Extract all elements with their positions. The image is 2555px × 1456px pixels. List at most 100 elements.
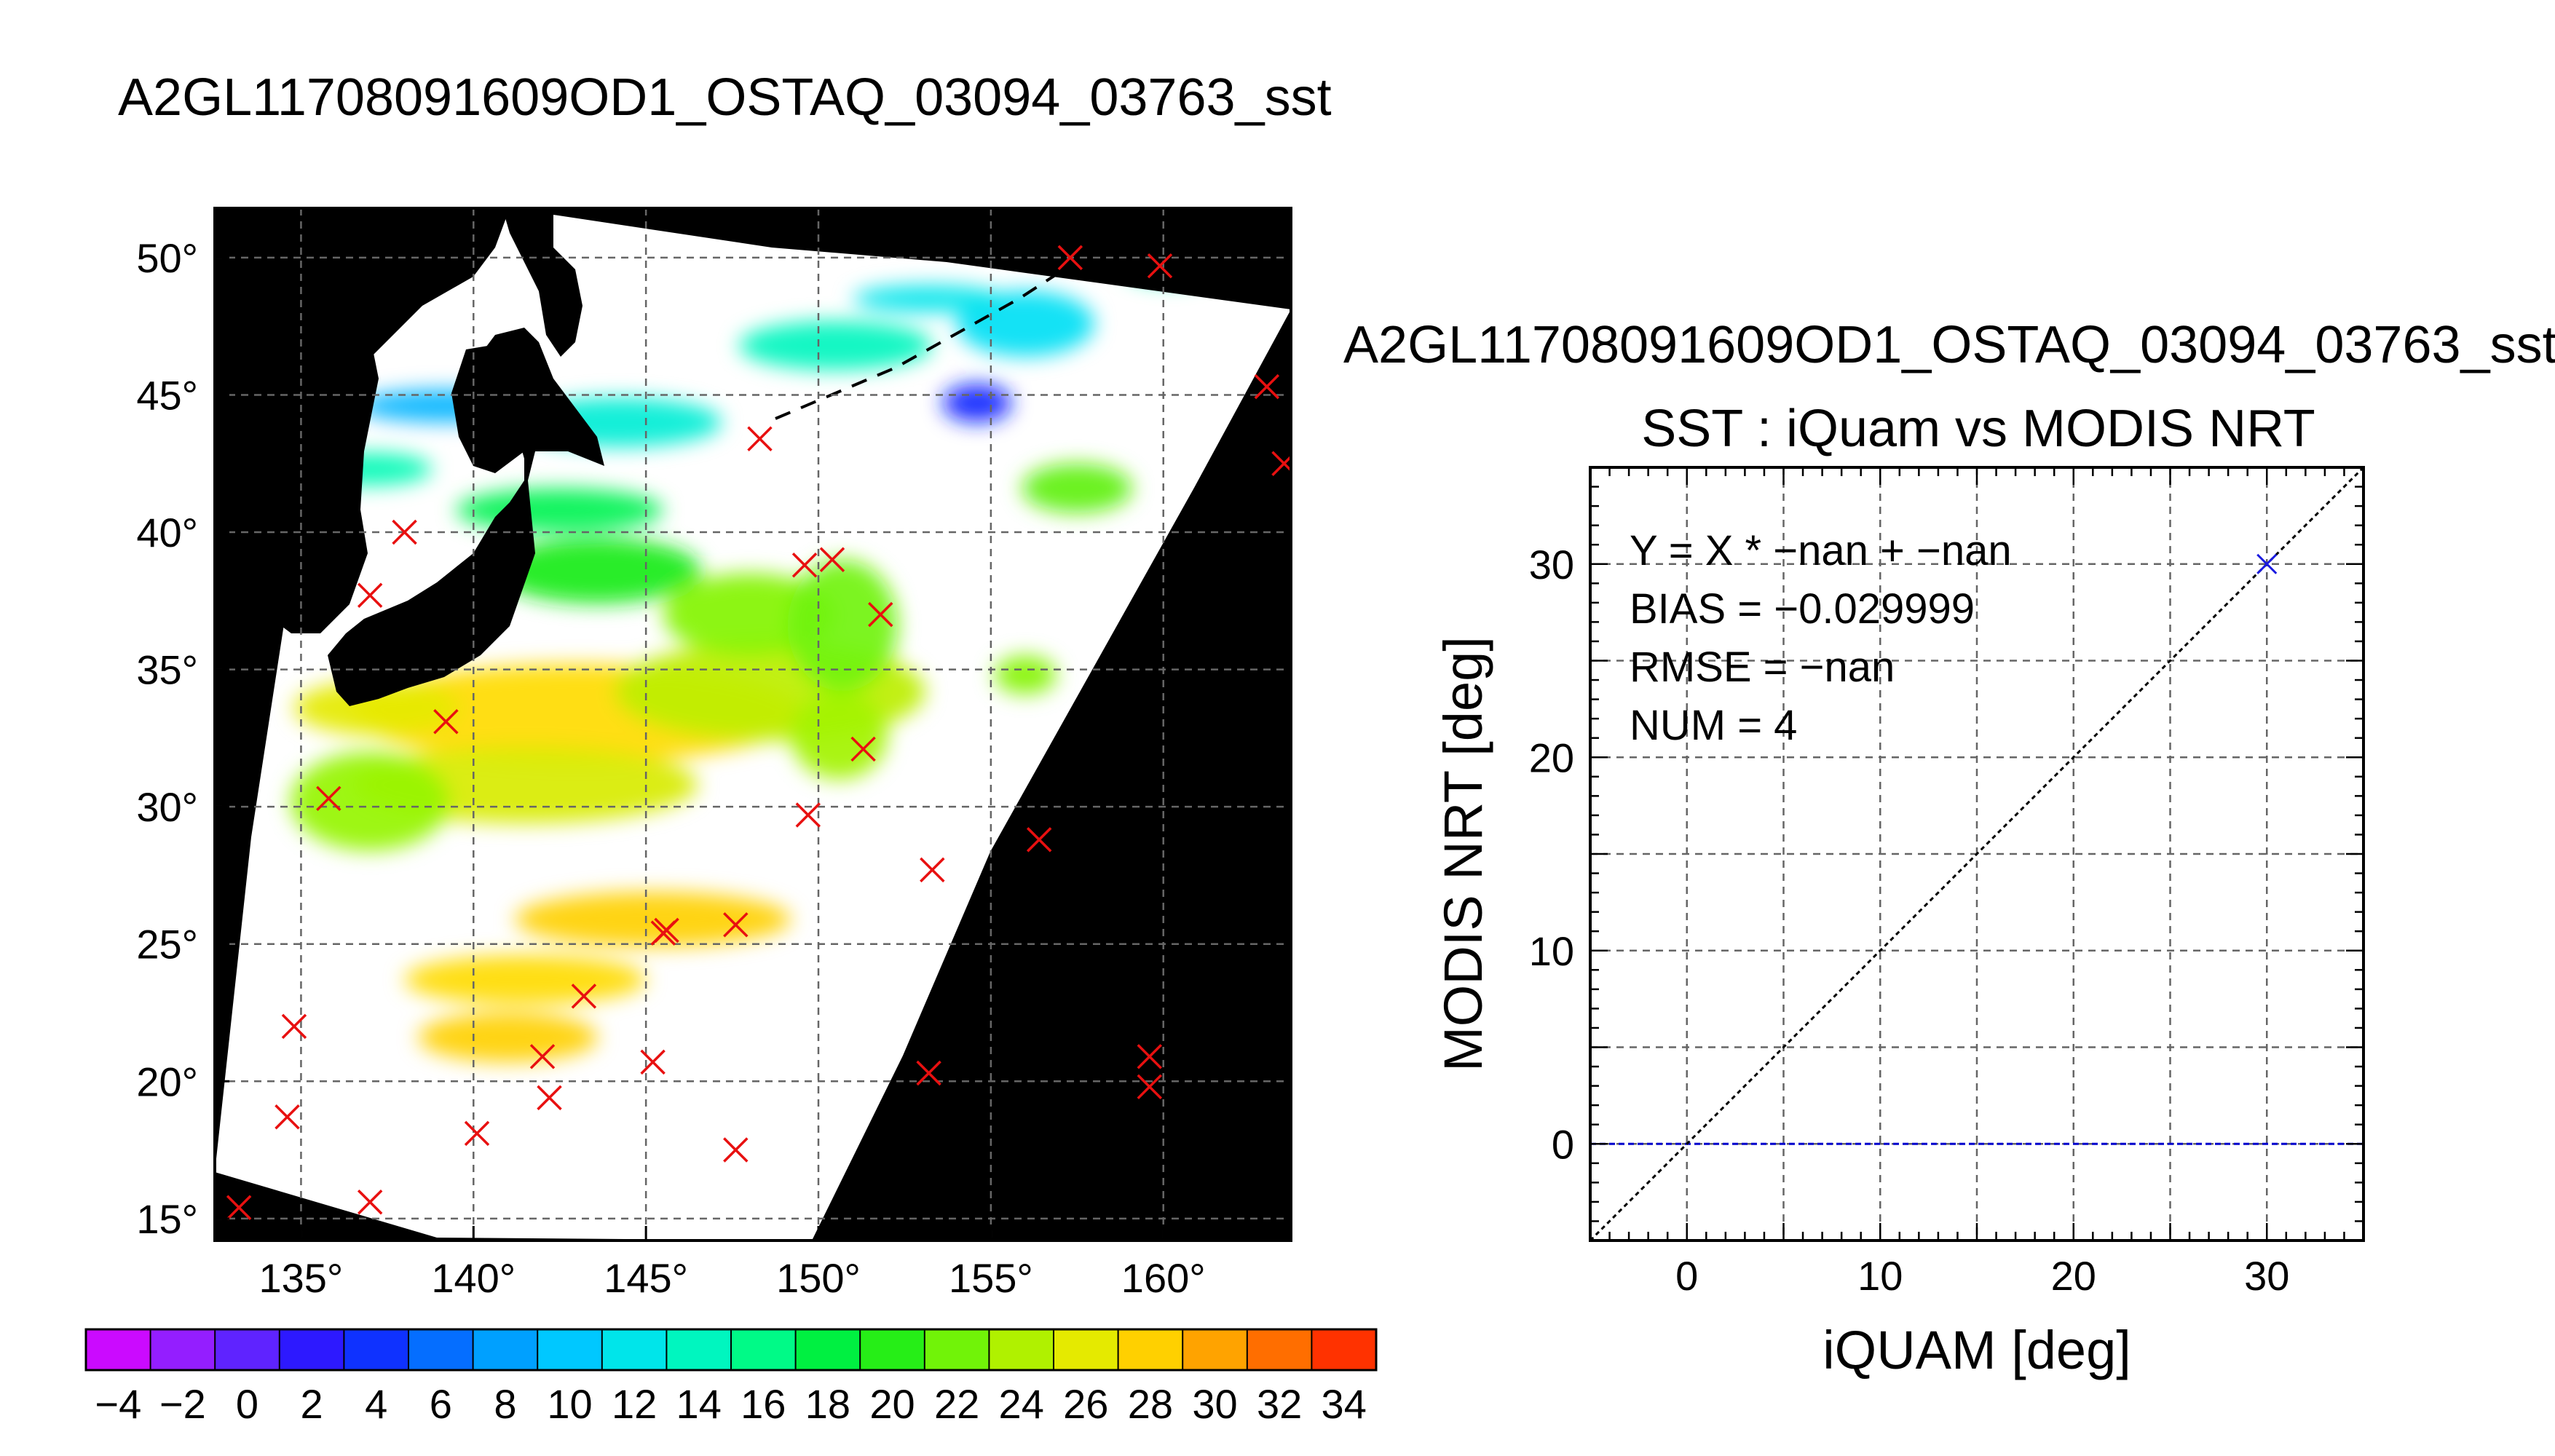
match-marker <box>226 1195 252 1220</box>
colorbar-segment <box>1054 1329 1119 1370</box>
sst-colorbar: −4 −2 0 2 4 6 8 10 12 14 16 18 20 22 24 26 28 30 32 34 <box>84 1328 1378 1427</box>
colorbar-tick-label: 14 <box>676 1381 722 1427</box>
scatter-points <box>2256 553 2278 574</box>
sst-patch <box>515 892 791 947</box>
sst-patch <box>291 751 450 851</box>
match-marker <box>640 1049 666 1075</box>
match-markers <box>226 245 1291 1220</box>
match-marker <box>916 1060 941 1086</box>
scatter-plot: SST : iQuam vs MODIS NRT 0 10 20 300102030 … <box>1433 400 2365 1380</box>
map-lat-tick-label: 35° <box>136 647 198 693</box>
colorbar-tick-label: 32 <box>1257 1381 1302 1427</box>
colorbar-segment <box>1311 1329 1377 1370</box>
colorbar-segment <box>537 1329 603 1370</box>
colorbar-tick-label: 4 <box>365 1381 387 1427</box>
colorbar-segment <box>1118 1329 1183 1370</box>
stats-annotation: NUM = 4 <box>1630 702 1797 749</box>
colorbar-tick-label: 34 <box>1322 1381 1367 1427</box>
match-marker <box>281 1013 307 1040</box>
match-marker <box>747 426 773 452</box>
map-lat-tick-label: 30° <box>136 784 198 830</box>
colorbar-segment <box>150 1329 216 1370</box>
map-lon-tick-label: 160° <box>1121 1255 1206 1301</box>
match-marker <box>723 912 749 938</box>
map-lat-tick-label: 25° <box>136 922 198 968</box>
colorbar-tick-label: 0 <box>236 1381 258 1427</box>
colorbar-segment <box>408 1329 474 1370</box>
match-marker <box>1254 373 1280 400</box>
stats-annotations: Y = X * −nan + −nan BIAS = −0.029999 RMSE … <box>1630 527 2012 749</box>
map-lat-tick-label: 50° <box>136 235 198 281</box>
sst-patch <box>787 559 898 692</box>
map-lat-tick-label: 45° <box>136 372 198 418</box>
scatter-ticks: 0 10 20 30 0 10 20 30 <box>1529 466 2365 1299</box>
match-marker <box>1147 253 1173 279</box>
match-marker <box>1137 1074 1163 1100</box>
figure-title: A2GL11708091609OD1_OSTAQ_03094_03763_sst <box>118 68 1332 127</box>
colorbar-segment <box>860 1329 925 1370</box>
colorbar-segment <box>473 1329 538 1370</box>
colorbar-tick-label: 28 <box>1128 1381 1173 1427</box>
map-lon-tick-label: 150° <box>776 1255 861 1301</box>
scatter-x-tick-label: 20 <box>2051 1253 2096 1299</box>
map-grid <box>215 208 1291 1241</box>
colorbar-segment <box>795 1329 861 1370</box>
stats-annotation: RMSE = −nan <box>1630 644 1895 691</box>
match-marker <box>850 736 876 762</box>
colorbar-segment <box>344 1329 409 1370</box>
map-frame <box>213 207 1292 1242</box>
scatter-y-tick-label: 30 <box>1529 542 1574 587</box>
sst-patch <box>739 320 933 371</box>
sst-patch <box>456 488 663 533</box>
map-lon-tick-label: 140° <box>431 1255 516 1301</box>
scatter-x-tick-label: 30 <box>2244 1253 2289 1299</box>
scatter-top-title: A2GL11708091609OD1_OSTAQ_03094_03763_sst <box>1343 316 2555 374</box>
swath-gap-line <box>775 250 1094 420</box>
sst-patch <box>494 537 701 604</box>
colorbar-segment <box>279 1329 344 1370</box>
match-marker <box>791 553 818 578</box>
map-lon-tick-label: 145° <box>604 1255 688 1301</box>
sst-patch <box>293 680 460 736</box>
sst-patch <box>1022 463 1133 513</box>
match-marker <box>464 1120 490 1147</box>
match-marker <box>537 1085 562 1111</box>
colorbar-tick-label: 20 <box>869 1381 915 1427</box>
match-marker <box>433 708 459 735</box>
sst-patch <box>418 1012 598 1062</box>
colorbar-tick-label: 6 <box>430 1381 452 1427</box>
map-lat-tick-label: 40° <box>136 510 198 555</box>
match-marker <box>275 1104 300 1130</box>
match-marker <box>1271 451 1291 476</box>
stats-annotation: Y = X * −nan + −nan <box>1630 527 2012 574</box>
land-russia <box>215 208 510 364</box>
map-axis-ticks: 135° 140° 145° 150° 155° 160° 15° 20° 25° 30° 35° 4… <box>136 235 1205 1301</box>
match-marker <box>1137 1044 1163 1069</box>
one-to-one-line <box>1589 466 2365 1242</box>
colorbar-segment <box>1182 1329 1248 1370</box>
colorbar-segment <box>601 1329 667 1370</box>
stats-annotation: BIAS = −0.029999 <box>1630 585 1975 633</box>
colorbar-segment <box>924 1329 990 1370</box>
colorbar-tick-label: −2 <box>159 1381 206 1427</box>
scatter-y-tick-label: 20 <box>1529 735 1574 780</box>
colorbar-tick-label: 10 <box>547 1381 592 1427</box>
colorbar-segment <box>989 1329 1054 1370</box>
colorbar-tick-label: 18 <box>805 1381 850 1427</box>
map-lat-tick-label: 15° <box>136 1196 198 1242</box>
match-marker <box>392 519 417 545</box>
colorbar-tick-label: 26 <box>1063 1381 1108 1427</box>
land-hokkaido <box>451 342 604 473</box>
sst-patch <box>994 655 1057 695</box>
colorbar-tick-label: 12 <box>612 1381 657 1427</box>
sst-patch <box>404 954 647 1005</box>
colorbar-segment <box>666 1329 732 1370</box>
match-marker <box>819 547 845 572</box>
match-marker <box>723 1137 749 1163</box>
land-mask <box>215 208 604 706</box>
y-axis-label: MODIS NRT [deg] <box>1433 636 1493 1072</box>
map-lon-tick-label: 155° <box>949 1255 1033 1301</box>
colorbar-tick-label: 2 <box>301 1381 323 1427</box>
match-marker <box>357 1189 383 1215</box>
